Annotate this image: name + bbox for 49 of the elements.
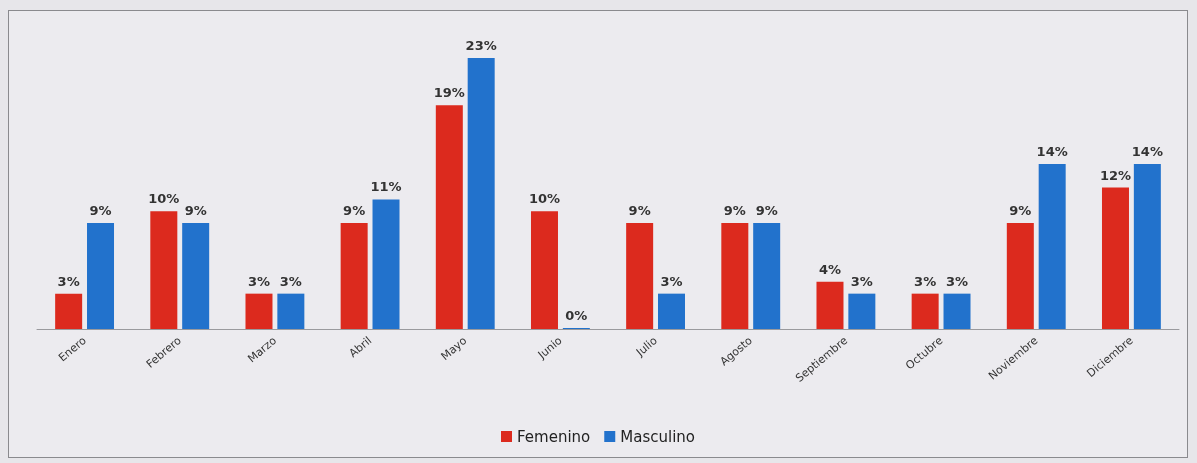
data-label: 9%: [755, 202, 778, 218]
data-label: 23%: [465, 38, 497, 53]
bar: [340, 222, 368, 329]
bar: [1038, 164, 1066, 329]
bar: [753, 222, 781, 329]
bar: [435, 105, 463, 329]
bar: [530, 211, 558, 329]
bar: [626, 222, 654, 329]
bar: [1101, 187, 1129, 329]
data-label: 9%: [1009, 202, 1032, 218]
data-label: 14%: [1036, 144, 1068, 160]
bar: [245, 293, 273, 329]
bar: [721, 222, 749, 329]
data-label: 0%: [565, 308, 588, 323]
data-label: 3%: [945, 273, 969, 289]
bar: [1133, 164, 1161, 329]
data-label: 3%: [660, 273, 683, 289]
data-label: 3%: [57, 273, 80, 289]
data-label: 10%: [148, 191, 180, 207]
data-label: 3%: [247, 273, 271, 289]
data-label: 10%: [528, 191, 561, 207]
bar: [911, 293, 939, 329]
bar: [848, 293, 876, 329]
data-label: 4%: [818, 261, 842, 277]
data-label: 9%: [89, 202, 112, 218]
bar: [372, 199, 400, 329]
data-label: 14%: [1131, 144, 1163, 160]
data-label: 3%: [279, 273, 302, 289]
data-label: 19%: [433, 85, 465, 101]
bar: [1006, 222, 1034, 329]
data-label: 3%: [850, 273, 873, 289]
data-label: 11%: [370, 179, 402, 195]
bar: [467, 58, 495, 329]
data-label: 9%: [184, 202, 207, 218]
data-label: 3%: [914, 273, 937, 289]
data-label: 9%: [628, 202, 651, 218]
bar: [943, 293, 971, 329]
bar: [182, 222, 210, 329]
bar: [658, 293, 686, 329]
bar: [277, 293, 305, 329]
bar: [150, 211, 178, 329]
bar: [87, 222, 115, 329]
legend-label: Masculino: [620, 427, 695, 446]
legend-label: Femenino: [517, 427, 591, 446]
data-label: 9%: [343, 202, 366, 218]
bar: [55, 293, 83, 329]
data-label: 12%: [1099, 167, 1132, 183]
data-label: 9%: [723, 202, 746, 218]
bar: [816, 281, 844, 329]
